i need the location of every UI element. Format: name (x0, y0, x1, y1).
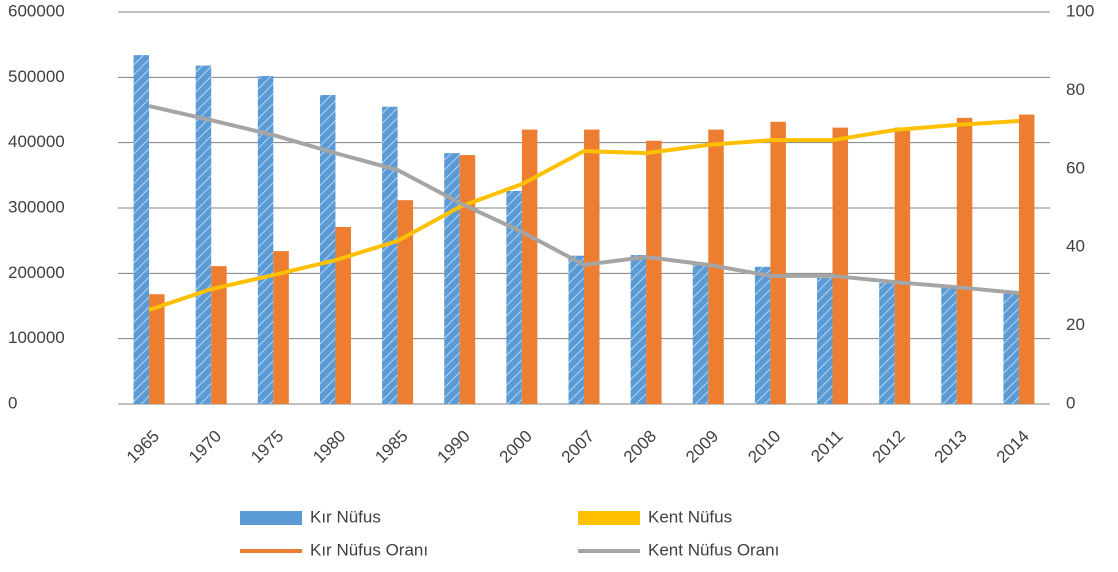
y-tick-label: 400000 (8, 132, 65, 151)
x-tick-label: 1990 (434, 427, 474, 467)
bar-hatch (319, 94, 336, 405)
y2-tick-label: 60 (1066, 158, 1085, 177)
y-tick-label: 500000 (8, 67, 65, 86)
bar (211, 266, 227, 404)
bar-hatch (568, 255, 584, 404)
y-tick-label: 300000 (8, 197, 65, 216)
x-tick-label: 1965 (123, 427, 163, 467)
y-tick-label: 0 (8, 393, 17, 412)
bar-hatch (195, 65, 212, 404)
bar-hatch (444, 153, 460, 404)
x-tick-label: 2008 (620, 427, 660, 467)
legend-label: Kır Nüfus Oranı (310, 540, 428, 559)
x-tick-label: 1975 (247, 427, 287, 467)
bar-hatch (692, 264, 709, 404)
bar-hatch (817, 277, 833, 404)
bar-hatch (1003, 291, 1019, 404)
bar (273, 251, 289, 404)
bar-hatch (879, 283, 895, 404)
bar-hatch (382, 106, 398, 404)
x-tick-label: 2010 (744, 427, 784, 467)
bar-hatch (133, 55, 150, 405)
x-tick-label: 2013 (931, 427, 971, 467)
line (148, 118, 1020, 312)
bar (397, 200, 414, 404)
line (148, 104, 1020, 296)
y2-tick-label: 20 (1066, 315, 1085, 334)
bar (832, 127, 849, 404)
legend-label: Kır Nüfus (310, 507, 381, 526)
bar (521, 129, 538, 404)
bar (770, 121, 786, 404)
bar-hatch (257, 76, 274, 404)
legend-label: Kent Nüfus Oranı (648, 540, 779, 559)
x-tick-label: 2007 (558, 427, 598, 467)
y2-tick-label: 0 (1066, 393, 1075, 412)
y2-tick-label: 100 (1066, 1, 1094, 20)
y-tick-label: 200000 (8, 263, 65, 282)
bar-hatch (506, 191, 522, 404)
bar (149, 294, 165, 404)
x-tick-label: 2009 (682, 427, 722, 467)
bar-hatch (941, 287, 957, 404)
y2-tick-label: 40 (1066, 237, 1085, 256)
y-tick-label: 600000 (8, 1, 65, 20)
bar (584, 129, 600, 404)
x-tick-label: 2012 (868, 427, 908, 467)
x-tick-label: 2011 (807, 427, 846, 466)
bar (646, 140, 662, 404)
x-tick-label: 1980 (309, 427, 349, 467)
bar-hatch (630, 255, 647, 404)
bar-hatch (754, 266, 771, 404)
x-tick-label: 2014 (993, 427, 1033, 467)
legend-label: Kent Nüfus (648, 507, 732, 526)
y-tick-label: 100000 (8, 328, 65, 347)
legend-swatch (240, 511, 302, 525)
y2-tick-label: 80 (1066, 80, 1085, 99)
legend-swatch (578, 511, 640, 525)
bar (956, 117, 973, 404)
bar (335, 226, 351, 404)
x-tick-label: 2000 (496, 427, 536, 467)
x-tick-label: 1970 (185, 427, 225, 467)
x-tick-label: 1985 (371, 427, 411, 467)
bar (459, 155, 476, 404)
bar (1018, 114, 1035, 404)
bar (894, 127, 911, 404)
